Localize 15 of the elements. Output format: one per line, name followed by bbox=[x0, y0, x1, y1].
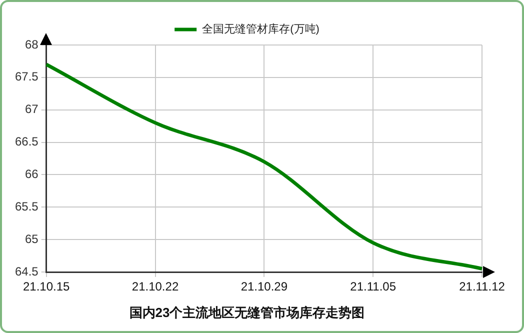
y-tick-label: 66.5 bbox=[14, 134, 39, 149]
y-tick-label: 65.5 bbox=[14, 199, 39, 214]
y-tick-label: 67 bbox=[24, 102, 39, 116]
text: 国内23个主流地区无缝管市场库存走势图 bbox=[129, 304, 365, 320]
y-tick-label: 66 bbox=[24, 167, 39, 182]
x-tick-label: 21.10.15 bbox=[22, 280, 70, 294]
y-tick-label: 65 bbox=[24, 232, 39, 246]
y-tick-label: 68 bbox=[24, 37, 39, 52]
x-tick-label: 21.10.29 bbox=[240, 280, 288, 294]
x-tick-label: 21.11.12 bbox=[459, 280, 506, 294]
x-tick-label: 21.10.22 bbox=[132, 280, 179, 294]
y-tick-label: 67.5 bbox=[14, 70, 39, 84]
legend-label: 全国无缝管材库存(万吨) bbox=[202, 22, 320, 36]
x-tick-label: 21.11.05 bbox=[350, 280, 396, 294]
y-tick-label: 64.5 bbox=[14, 264, 39, 278]
